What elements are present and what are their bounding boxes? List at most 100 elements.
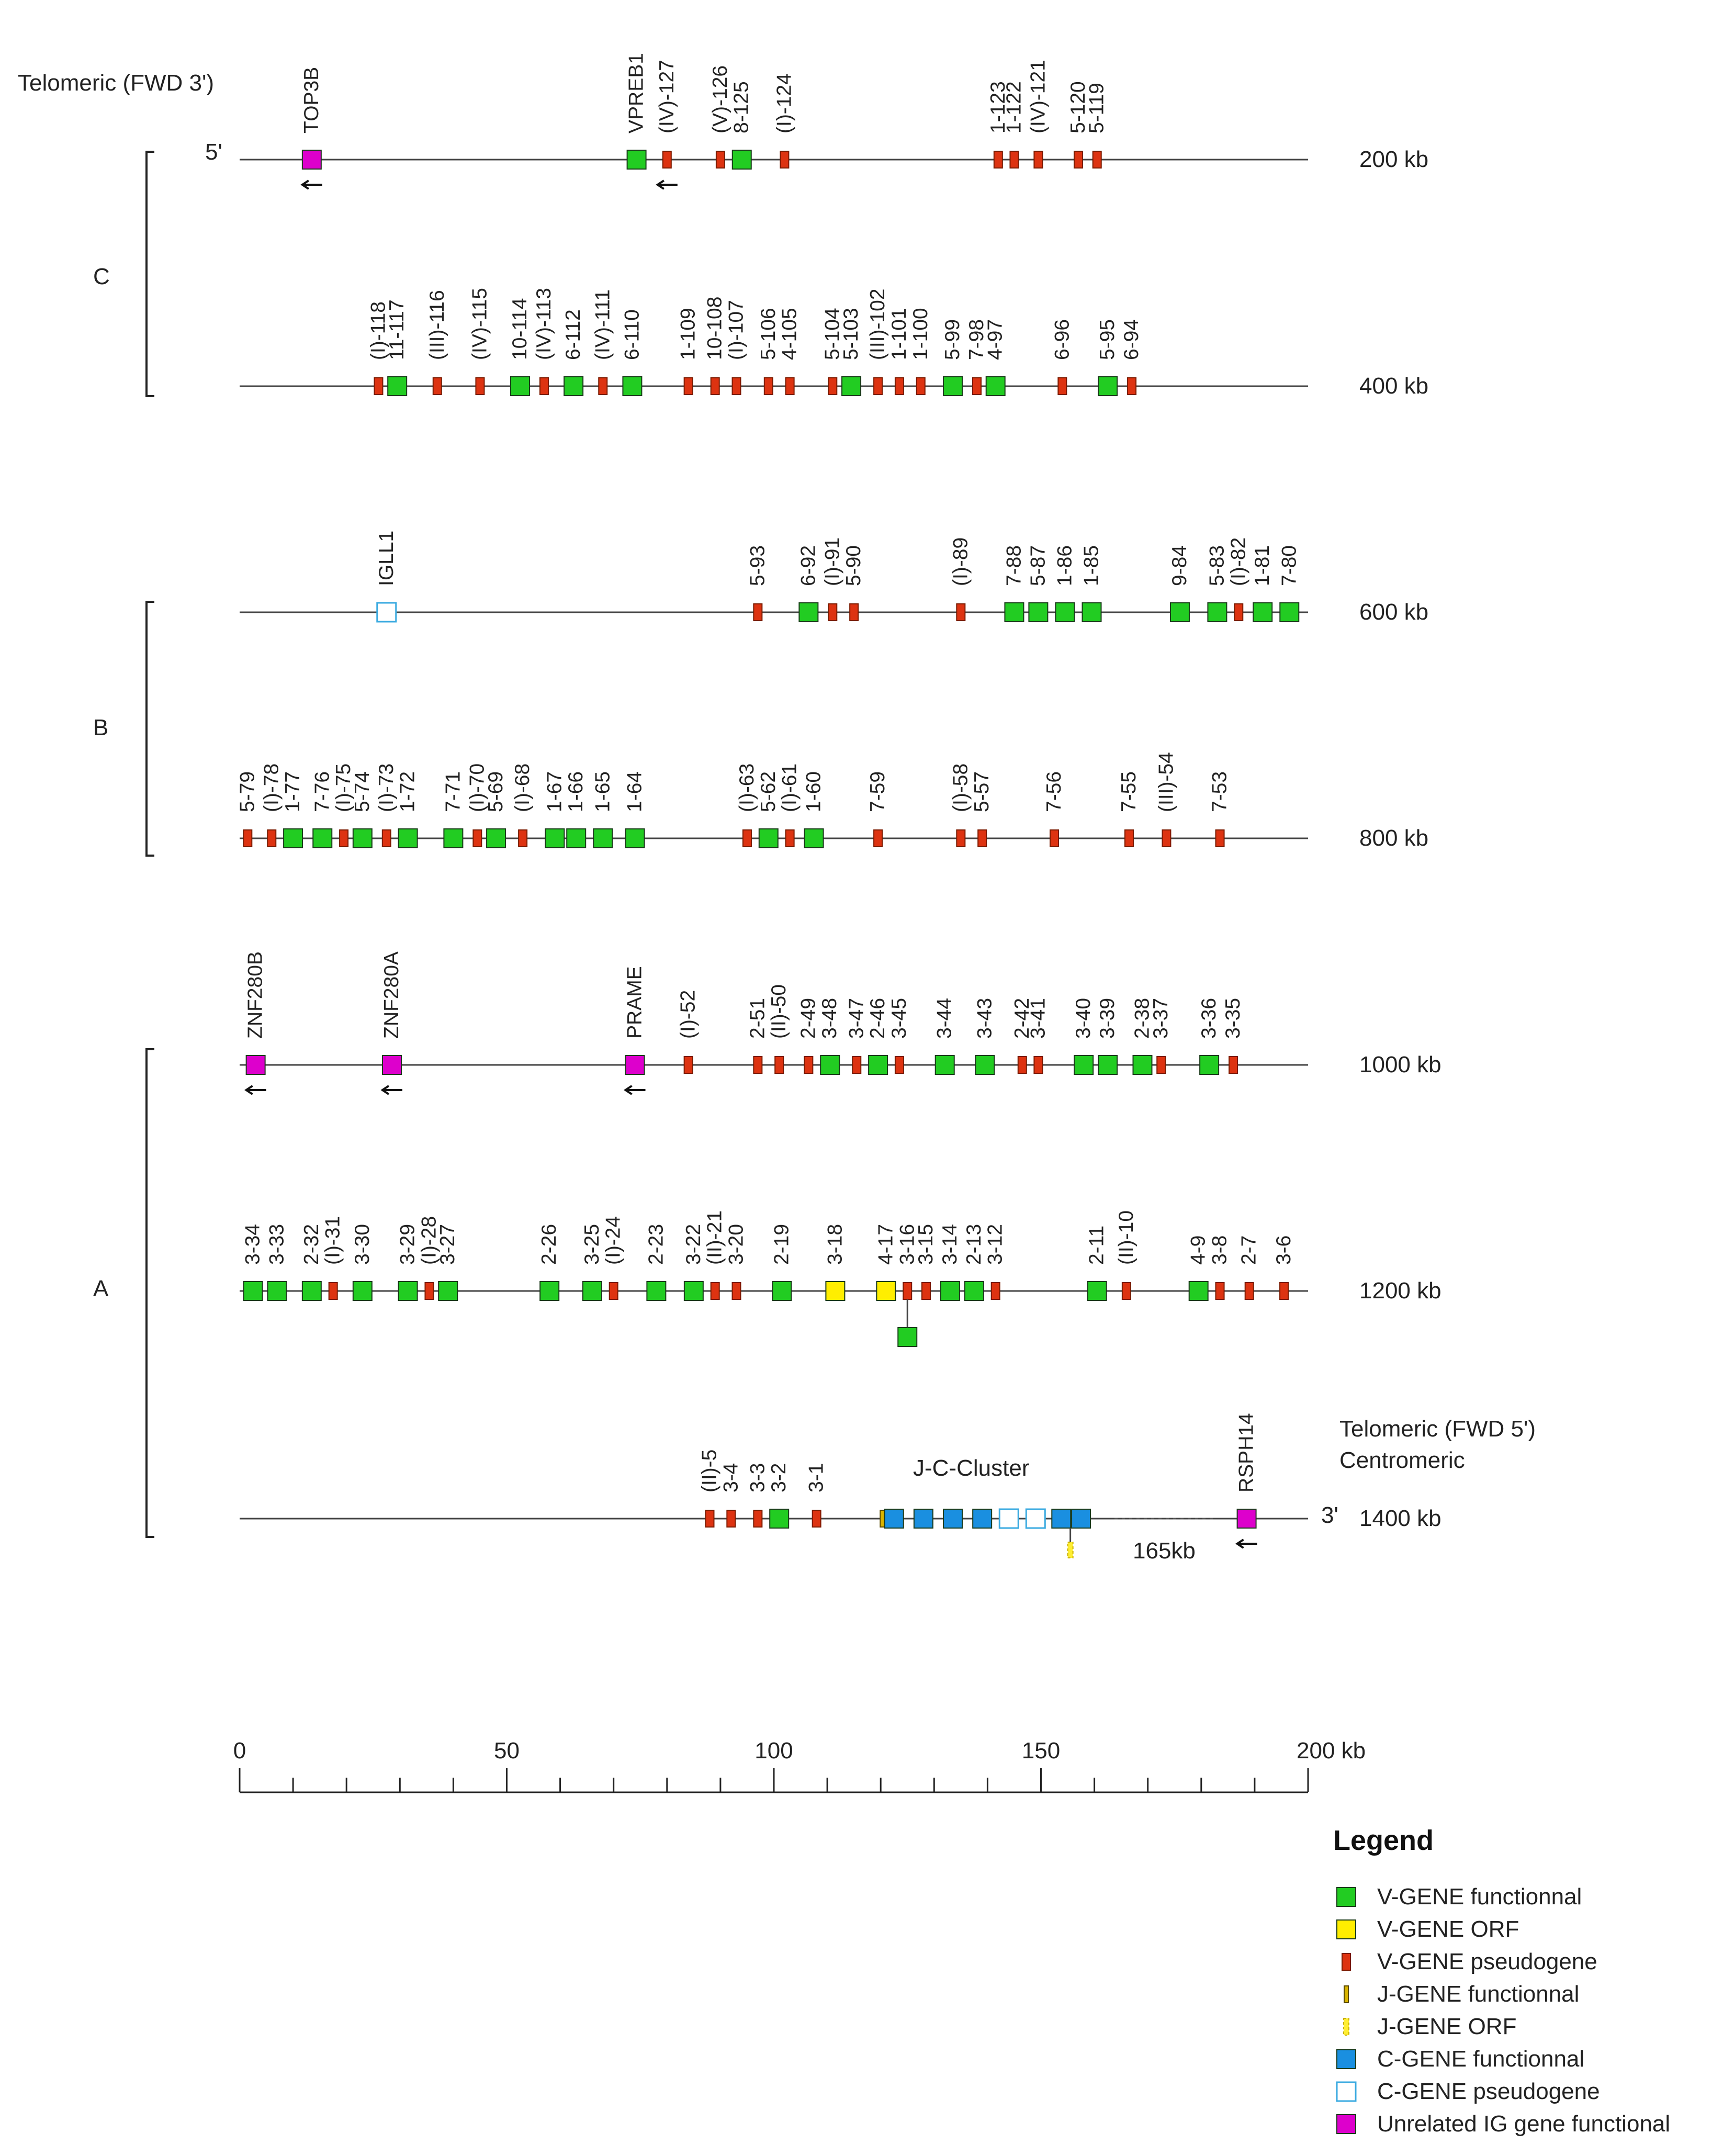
v-functional-mark-1-65	[593, 828, 613, 848]
v-pseudogene-mark-iv-113	[539, 377, 549, 395]
c-functional-mark-cluster-8	[943, 1509, 963, 1529]
gene-label-7-71: 7-71	[442, 771, 464, 812]
v-functional-mark-3-40	[1074, 1055, 1094, 1075]
scale-bar: 0 50 100 150 200 kb	[233, 1738, 1366, 1793]
v-pseudogene-mark-i-82	[1234, 603, 1244, 621]
gene-label-znf280b: ZNF280B	[244, 951, 267, 1039]
v-functional-mark-vpreb1	[626, 150, 647, 170]
v-pseudogene-mark-i-91	[828, 603, 838, 621]
v-functional-mark-9-84	[1169, 602, 1190, 622]
v-pseudogene-mark-ii-5	[705, 1510, 715, 1528]
v-functional-mark-3-39	[1098, 1055, 1118, 1075]
v-pseudogene-mark-5-57	[977, 829, 987, 847]
v-functional-mark-3-22	[683, 1281, 704, 1301]
v-functional-mark-3-33	[267, 1281, 287, 1301]
gene-label-6-112: 6-112	[562, 309, 584, 360]
v-functional-mark-10-114	[510, 376, 531, 396]
v-functional-mark-5-74	[352, 828, 373, 848]
v-pseudogene-mark-5-120	[1073, 151, 1083, 169]
c-pseudogene-mark-cluster-10	[998, 1508, 1019, 1529]
v-pseudogene-mark-i-124	[780, 151, 790, 169]
v-pseudogene-mark-3-41	[1033, 1056, 1043, 1074]
c-functional-mark-legend-c-gene-functionnal	[1336, 2049, 1356, 2069]
gene-label-5-119: 5-119	[1086, 83, 1108, 133]
gene-label-2-32: 2-32	[300, 1224, 323, 1265]
locus-row-5: 1000 kb ZNF280B ZNF280A PRAME (I)-52 2-51(II)…	[240, 951, 1441, 1095]
v-pseudogene-mark-6-96	[1057, 377, 1067, 395]
gene-label-5-79: 5-79	[236, 771, 258, 812]
j-functional-mark-cluster-5	[880, 1510, 885, 1528]
gene-label-2-49: 2-49	[797, 998, 819, 1039]
v-pseudogene-mark-7-55	[1124, 829, 1134, 847]
gene-label-7-56: 7-56	[1043, 771, 1065, 812]
v-functional-mark-3-43	[975, 1055, 995, 1075]
v-pseudogene-mark-7-59	[873, 829, 883, 847]
jc-cluster-label: J-C-Cluster	[913, 1455, 1029, 1481]
gene-label-3-25: 3-25	[581, 1224, 603, 1265]
c-functional-mark-cluster-13	[1071, 1509, 1091, 1529]
gene-label-i-82: (I)-82	[1227, 537, 1249, 586]
gene-label-3-22: 3-22	[682, 1224, 705, 1265]
v-pseudogene-mark-5-119	[1092, 151, 1102, 169]
gene-label-2-42: 2-42	[1011, 998, 1033, 1039]
gene-label-3-20: 3-20	[725, 1224, 748, 1265]
v-orf-mark-4-17	[876, 1281, 896, 1301]
gene-label-top3b: TOP3B	[300, 67, 323, 133]
v-functional-mark-2-13	[964, 1281, 984, 1301]
v-pseudogene-mark-legend-v-gene-pseudogene	[1342, 1953, 1351, 1971]
v-functional-mark-6-92	[798, 602, 819, 622]
v-functional-mark-2-11	[1087, 1281, 1107, 1301]
kb-label-400-kb: 400 kb	[1359, 373, 1428, 399]
c-pseudogene-mark-cluster-11	[1025, 1508, 1046, 1529]
gene-label-8-125: 8-125	[730, 81, 753, 133]
gene-label-i-63: (I)-63	[736, 763, 758, 812]
gene-label-i-107: (I)-107	[725, 300, 748, 360]
telomeric-fwd3-label: Telomeric (FWD 3')	[18, 70, 214, 96]
gene-label-iii-116: (III)-116	[426, 290, 448, 360]
v-pseudogene-mark-i-52	[683, 1056, 693, 1074]
c-functional-mark-cluster-12	[1051, 1509, 1072, 1529]
gene-label-i-28: (I)-28	[418, 1216, 440, 1265]
gene-label-iv-127: (IV)-127	[656, 60, 678, 133]
locus-row-4: 800 kb 5-79 (I)-781-77 7-76(I)-755-74 (I)-73…	[236, 752, 1428, 851]
gene-label-4-9: 4-9	[1187, 1236, 1210, 1265]
gene-label-5-74: 5-74	[351, 771, 374, 812]
gene-label-i-73: (I)-73	[375, 763, 398, 812]
gene-label-i-70: (I)-70	[466, 763, 488, 812]
v-functional-mark-1-64	[625, 828, 645, 848]
v-functional-mark-1-77	[283, 828, 303, 848]
gene-label-3-1: 3-1	[805, 1463, 828, 1492]
v-functional-mark-4-97	[985, 376, 1006, 396]
v-pseudogene-mark-i-118	[374, 377, 384, 395]
gene-label-6-110: 6-110	[621, 309, 643, 360]
v-functional-mark-6-110	[622, 376, 643, 396]
j-orf-mark-cluster	[1067, 1542, 1074, 1558]
gene-label-5-62: 5-62	[757, 771, 780, 812]
v-functional-mark-7-76	[312, 828, 333, 848]
v-pseudogene-mark-5-93	[753, 603, 763, 621]
region-brackets	[145, 151, 154, 1538]
scale-tick-label-100: 100	[754, 1738, 793, 1764]
gene-label-4-105: 4-105	[779, 308, 801, 360]
v-functional-mark-5-95	[1098, 376, 1118, 396]
v-functional-mark-5-99	[943, 376, 963, 396]
v-pseudogene-mark-5-79	[243, 829, 253, 847]
kb-label-1400-kb: 1400 kb	[1359, 1506, 1441, 1531]
v-functional-mark-3-25	[582, 1281, 602, 1301]
gene-label-znf280a: ZNF280A	[380, 951, 403, 1039]
gene-label-1-67: 1-67	[543, 771, 566, 812]
gene-label-3-44: 3-44	[933, 998, 956, 1039]
v-pseudogene-mark-iv-121	[1033, 151, 1043, 169]
v-pseudogene-mark-3-35	[1229, 1056, 1238, 1074]
v-functional-mark-legend-v-gene-functionnal	[1336, 1887, 1356, 1907]
v-functional-mark-1-60	[804, 828, 824, 848]
centromeric-label: Centromeric	[1339, 1447, 1465, 1473]
locus-row-7: 1400 kb (II)-53-4 3-33-2 3-1 RSPH14	[240, 1413, 1441, 1558]
v-pseudogene-mark-1-123	[993, 151, 1003, 169]
v-functional-mark-2-19	[772, 1281, 792, 1301]
v-functional-mark-2-23	[646, 1281, 667, 1301]
v-functional-mark-3-36	[1199, 1055, 1220, 1075]
unrelated-gene-mark-top3b	[301, 150, 322, 170]
v-pseudogene-mark-i-63	[742, 829, 752, 847]
c-functional-mark-cluster-7	[913, 1509, 933, 1529]
